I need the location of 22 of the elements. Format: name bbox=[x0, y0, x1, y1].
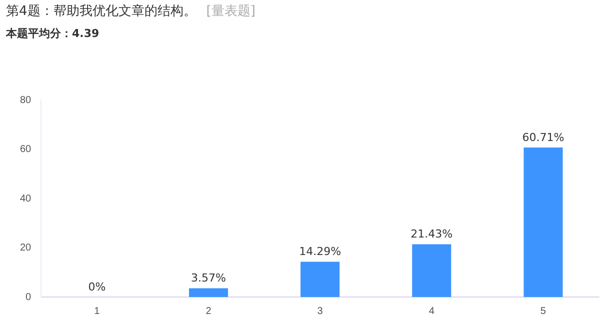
x-tick-label: 4 bbox=[428, 306, 435, 317]
bar bbox=[300, 262, 340, 297]
data-label: 60.71% bbox=[522, 130, 564, 144]
x-tick-label: 5 bbox=[540, 306, 546, 317]
x-tick-label: 1 bbox=[94, 306, 100, 317]
data-label: 21.43% bbox=[410, 228, 453, 241]
data-label: 3.57% bbox=[191, 272, 226, 285]
x-tick-label: 3 bbox=[317, 306, 324, 317]
chart-title: 第4题：帮助我优化文章的结构。 bbox=[6, 4, 196, 19]
bar bbox=[524, 148, 563, 297]
y-tick-label: 80 bbox=[20, 94, 32, 106]
y-tick-label: 60 bbox=[20, 144, 32, 155]
chart-subtitle: 本题平均分：4.39 bbox=[6, 26, 100, 41]
y-tick-label: 20 bbox=[20, 242, 32, 254]
bar bbox=[188, 288, 228, 297]
data-label: 0% bbox=[88, 280, 106, 294]
y-tick-label: 0 bbox=[26, 292, 32, 303]
y-tick-label: 40 bbox=[20, 193, 32, 204]
x-tick-label: 2 bbox=[206, 306, 212, 317]
data-label: 14.29% bbox=[299, 245, 342, 258]
bar bbox=[412, 244, 452, 297]
text: [量表题] bbox=[206, 4, 256, 19]
